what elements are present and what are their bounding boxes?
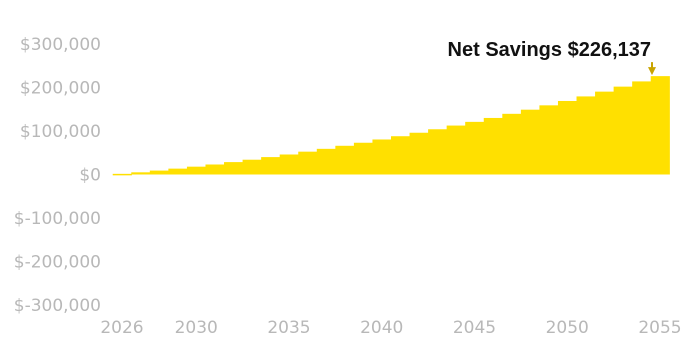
x-axis-labels: 2026 2030 2035 2040 2045 2050 2055: [100, 318, 681, 338]
savings-bar: [446, 125, 466, 175]
savings-bar: [335, 145, 355, 175]
annotation-label: Net Savings $226,137: [448, 39, 651, 61]
savings-bar: [428, 129, 448, 175]
y-axis-labels: $300,000 $200,000 $100,000 $0 $-100,000 $-200…: [14, 35, 101, 316]
x-tick-label: 2030: [175, 318, 218, 338]
y-tick-label: $0: [79, 166, 101, 186]
savings-bars: [112, 76, 670, 176]
y-tick-label: $-300,000: [14, 296, 101, 316]
savings-bar: [557, 100, 578, 175]
savings-bar: [613, 86, 633, 175]
y-tick-label: $-200,000: [14, 253, 101, 273]
savings-bar: [409, 132, 429, 175]
savings-bar: [224, 162, 244, 175]
y-tick-label: $-100,000: [14, 209, 101, 229]
savings-bar: [316, 148, 336, 175]
savings-bar: [205, 164, 225, 175]
savings-bar: [483, 117, 503, 175]
savings-bar: [261, 157, 281, 175]
savings-bar: [465, 121, 485, 175]
y-tick-label: $200,000: [20, 79, 101, 99]
y-tick-label: $100,000: [20, 122, 101, 142]
savings-bar: [539, 105, 559, 175]
savings-bar: [650, 76, 670, 175]
savings-bar: [149, 170, 169, 175]
savings-bar: [595, 91, 615, 175]
savings-bar: [372, 139, 392, 175]
x-tick-label: 2055: [638, 318, 681, 338]
x-tick-label: 2026: [100, 318, 143, 338]
savings-bar: [298, 151, 318, 175]
y-tick-label: $300,000: [20, 35, 101, 55]
annotation-marker: [648, 67, 656, 76]
savings-bar: [112, 173, 132, 176]
savings-bar: [576, 96, 596, 175]
savings-bar: [502, 113, 522, 175]
savings-bar: [131, 172, 151, 175]
x-tick-label: 2040: [360, 318, 403, 338]
net-savings-annotation: Net Savings $226,137: [448, 39, 656, 76]
savings-bar: [242, 159, 262, 175]
savings-bar: [353, 142, 374, 175]
savings-bar: [520, 109, 541, 175]
savings-bar: [186, 166, 207, 175]
x-tick-label: 2050: [546, 318, 589, 338]
savings-bar: [279, 154, 299, 175]
x-tick-label: 2035: [267, 318, 310, 338]
x-tick-label: 2045: [453, 318, 496, 338]
savings-bar: [632, 81, 652, 175]
savings-bar: [391, 136, 411, 175]
savings-bar: [168, 168, 188, 175]
